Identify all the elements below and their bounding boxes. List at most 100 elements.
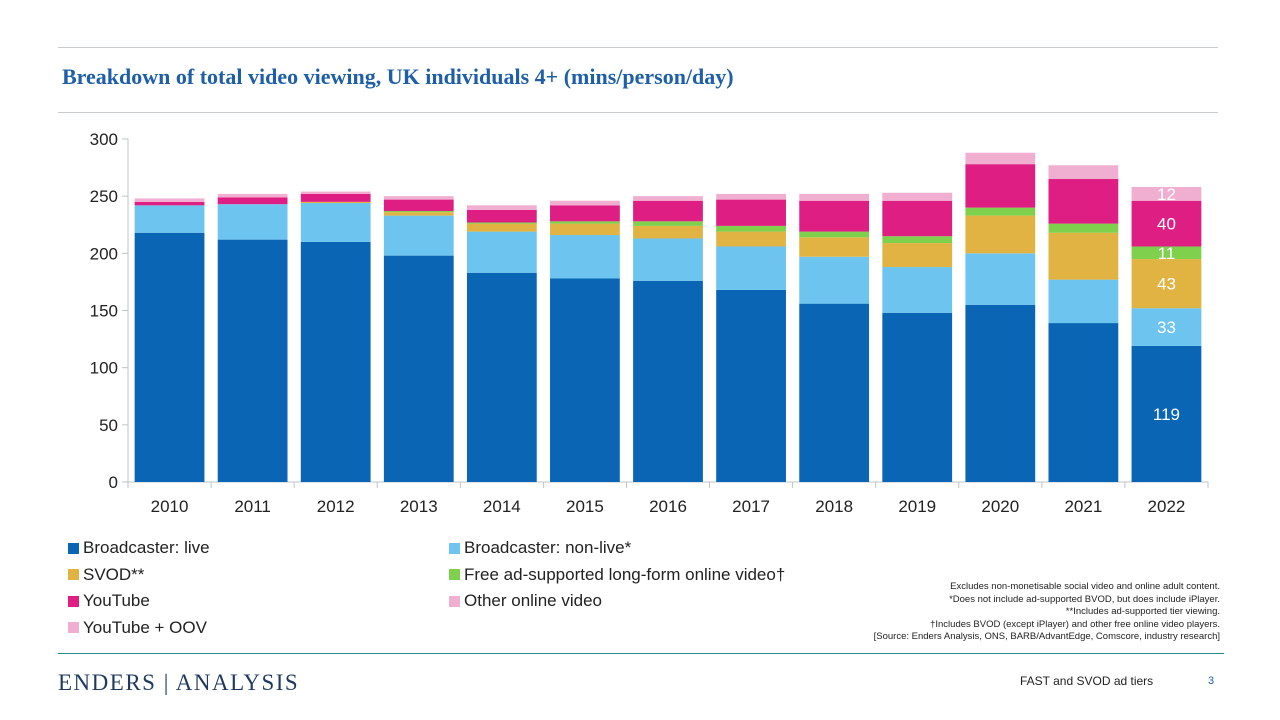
bar-other-online-video-2015 — [550, 200, 620, 206]
stacked-bar-chart: 0 50 100 150 200 250 300 2010 2011 2012 2013 2014 20… — [90, 130, 1209, 516]
bar-broadcaster-live-2017 — [716, 289, 786, 482]
bar-broadcaster-non-live-2012 — [300, 203, 371, 242]
bar-broadcaster-live-2019 — [882, 312, 953, 482]
chart-legend: Broadcaster: live Broadcaster: non-live* S… — [68, 538, 848, 648]
bar-youtube-2019 — [882, 200, 953, 237]
bar-youtube-2012 — [300, 193, 371, 202]
legend-swatch — [449, 569, 460, 580]
footnotes: Excludes non-monetisable social video an… — [800, 581, 1220, 644]
bar-svod-2020 — [965, 215, 1036, 254]
x-tick-label: 2011 — [234, 497, 271, 516]
page-number: 3 — [1208, 675, 1215, 687]
bar-svod-2014 — [466, 223, 537, 232]
bar-svod-2019 — [882, 243, 953, 268]
legend-swatch — [68, 542, 79, 554]
bar-other-online-video-2019 — [882, 192, 953, 201]
x-tick-label: 2013 — [400, 497, 438, 516]
bar-broadcaster-live-2020 — [965, 304, 1036, 482]
bar-broadcaster-non-live-2019 — [882, 267, 953, 313]
footer-rule — [58, 653, 1224, 654]
top-rule — [58, 47, 1218, 48]
data-label: 12 — [1157, 185, 1176, 204]
bar-svod-2013 — [383, 212, 454, 216]
bar-youtube-2017 — [716, 199, 786, 226]
x-tick-label: 2020 — [981, 497, 1019, 516]
bar-other-online-video-2017 — [716, 193, 786, 200]
y-tick-label: 150 — [90, 302, 118, 321]
x-tick-label: 2017 — [732, 497, 770, 516]
bar-svod-2022 — [1131, 259, 1202, 309]
data-label: 43 — [1157, 275, 1176, 294]
x-tick-label: 2021 — [1064, 497, 1102, 516]
bar-free-ad-supported-long-form-online-video-2021 — [1048, 223, 1119, 233]
bar-broadcaster-live-2010 — [134, 232, 205, 482]
bar-broadcaster-non-live-2018 — [799, 256, 870, 304]
bar-broadcaster-live-2016 — [633, 280, 703, 482]
legend-item-youtube-oov: YouTube + OOV — [68, 618, 207, 638]
deck-title: FAST and SVOD ad tiers — [1020, 674, 1154, 688]
bar-free-ad-supported-long-form-online-video-2013 — [383, 211, 454, 213]
legend-item-youtube: YouTube — [68, 591, 150, 611]
legend-item-other-online-video: Other online video — [449, 591, 602, 611]
bar-svod-2021 — [1048, 232, 1119, 280]
x-tick-label: 2016 — [649, 497, 687, 516]
bar-other-online-video-2021 — [1048, 165, 1119, 180]
y-tick-label: 0 — [109, 473, 118, 492]
bar-broadcaster-non-live-2014 — [466, 231, 537, 273]
bar-other-online-video-2012 — [300, 191, 371, 194]
legend-item-broadcaster-non-live: Broadcaster: non-live* — [449, 538, 631, 558]
bar-broadcaster-non-live-2011 — [217, 204, 288, 240]
legend-label: Other online video — [464, 591, 602, 610]
bar-youtube-2018 — [799, 200, 870, 232]
bar-free-ad-supported-long-form-online-video-2015 — [550, 221, 620, 224]
x-tick-label: 2014 — [483, 497, 521, 516]
footnote-line: **Includes ad-supported tier viewing. — [1065, 606, 1220, 618]
x-tick-label: 2018 — [815, 497, 853, 516]
legend-swatch — [449, 595, 460, 607]
y-tick-label: 250 — [90, 187, 118, 206]
bar-free-ad-supported-long-form-online-video-2018 — [799, 231, 870, 238]
enders-analysis-logo: ENDERS | ANALYSIS — [58, 670, 300, 695]
footnote-line: *Does not include ad-supported BVOD, but… — [949, 593, 1220, 605]
y-tick-label: 200 — [90, 244, 118, 263]
bar-free-ad-supported-long-form-online-video-2016 — [633, 221, 703, 226]
legend-label: Broadcaster: live — [83, 538, 210, 557]
bar-broadcaster-live-2011 — [217, 239, 288, 482]
legend-label: SVOD** — [83, 564, 145, 584]
bar-other-online-video-2020 — [965, 152, 1036, 165]
footnote-line: †Includes BVOD (except iPlayer) and othe… — [930, 618, 1220, 630]
bar-youtube-2020 — [965, 164, 1036, 208]
legend-label: Free ad-supported long-form online video… — [464, 564, 786, 584]
bar-other-online-video-2013 — [383, 196, 454, 200]
bar-other-online-video-2011 — [217, 193, 288, 198]
legend-label: YouTube + OOV — [83, 617, 207, 637]
bar-svod-2015 — [550, 223, 620, 236]
bar-youtube-oov-2022 — [1131, 187, 1202, 201]
x-tick-label: 2019 — [898, 497, 936, 516]
legend-swatch — [68, 569, 79, 580]
bar-broadcaster-non-live-2020 — [965, 253, 1036, 305]
x-tick-label: 2015 — [566, 497, 604, 516]
bar-other-online-video-2016 — [633, 196, 703, 201]
bar-broadcaster-live-2022 — [1131, 345, 1202, 482]
x-tick-label: 2012 — [317, 497, 355, 516]
bar-broadcaster-non-live-2016 — [633, 238, 703, 281]
data-label: 40 — [1157, 215, 1176, 234]
data-label: 11 — [1158, 244, 1176, 263]
legend-item-svod: SVOD** — [68, 565, 144, 585]
bar-broadcaster-non-live-2010 — [134, 205, 205, 233]
y-tick-label: 300 — [90, 130, 118, 149]
x-tick-label: 2022 — [1148, 497, 1186, 516]
bar-free-ad-supported-long-form-online-video-2014 — [466, 222, 537, 224]
bar-youtube-2011 — [217, 197, 288, 205]
bar-other-online-video-2014 — [466, 205, 537, 210]
bar-youtube-2015 — [550, 205, 620, 222]
bar-youtube-2016 — [633, 200, 703, 222]
bar-broadcaster-live-2021 — [1048, 323, 1119, 482]
legend-swatch — [68, 622, 79, 633]
bar-broadcaster-live-2012 — [300, 241, 371, 482]
legend-swatch — [449, 542, 460, 554]
bar-other-online-video-2018 — [799, 193, 870, 201]
data-label: 119 — [1153, 405, 1180, 424]
bar-youtube-2013 — [383, 199, 454, 212]
